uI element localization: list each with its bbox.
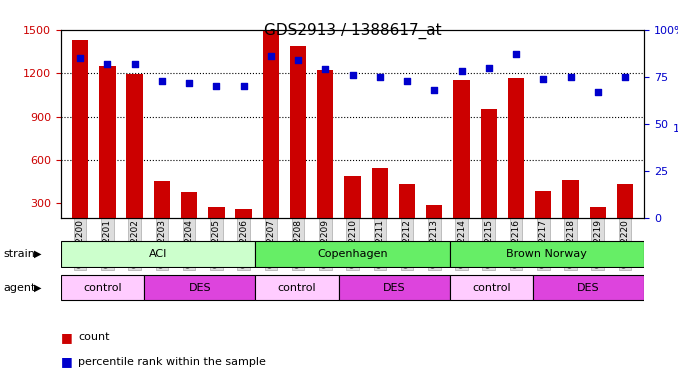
Bar — [262, 32, 279, 217]
Point — [75, 55, 85, 61]
Text: ACI: ACI — [149, 249, 167, 259]
Point — [511, 51, 521, 57]
Bar — [181, 192, 197, 217]
Point — [320, 66, 331, 72]
FancyBboxPatch shape — [144, 275, 256, 300]
Text: control: control — [472, 283, 511, 293]
FancyBboxPatch shape — [61, 275, 144, 300]
FancyBboxPatch shape — [256, 242, 450, 267]
Text: percentile rank within the sample: percentile rank within the sample — [78, 357, 266, 367]
Bar — [590, 207, 606, 218]
Point — [620, 74, 631, 80]
Point — [565, 74, 576, 80]
Text: ■: ■ — [61, 331, 73, 344]
Text: ▶: ▶ — [33, 249, 41, 259]
Bar — [399, 184, 415, 218]
Point — [347, 72, 358, 78]
Point — [238, 83, 249, 89]
Bar — [454, 81, 470, 218]
Text: count: count — [78, 333, 109, 342]
Text: DES: DES — [577, 283, 600, 293]
Point — [456, 68, 467, 74]
FancyBboxPatch shape — [61, 242, 256, 267]
Point — [593, 89, 603, 95]
FancyBboxPatch shape — [450, 275, 533, 300]
Text: ▶: ▶ — [33, 283, 41, 293]
Text: Copenhagen: Copenhagen — [317, 249, 388, 259]
Bar — [317, 70, 334, 217]
Point — [102, 61, 113, 67]
Text: DES: DES — [383, 283, 405, 293]
Point — [401, 78, 412, 84]
Text: Brown Norway: Brown Norway — [506, 249, 587, 259]
Text: DES: DES — [188, 283, 211, 293]
Point — [374, 74, 385, 80]
Text: strain: strain — [3, 249, 35, 259]
Bar — [154, 182, 170, 218]
Point — [129, 61, 140, 67]
FancyBboxPatch shape — [450, 242, 644, 267]
Bar — [126, 74, 143, 217]
Point — [293, 57, 304, 63]
Bar — [562, 180, 579, 218]
Bar — [535, 191, 551, 217]
Bar — [508, 78, 524, 218]
Bar — [99, 66, 115, 218]
Point — [157, 78, 167, 84]
Point — [429, 87, 440, 93]
Text: control: control — [278, 283, 317, 293]
Bar — [208, 207, 224, 218]
Bar — [344, 176, 361, 217]
Bar — [372, 168, 388, 217]
Bar — [290, 46, 306, 218]
FancyBboxPatch shape — [256, 275, 339, 300]
Point — [483, 64, 494, 70]
Bar — [426, 204, 443, 218]
Text: ■: ■ — [61, 356, 73, 368]
Bar — [72, 40, 88, 218]
Bar — [235, 209, 252, 218]
Bar — [617, 184, 633, 218]
Point — [184, 80, 195, 86]
Point — [265, 53, 276, 59]
Text: GDS2913 / 1388617_at: GDS2913 / 1388617_at — [264, 22, 441, 39]
Bar — [481, 110, 497, 218]
Y-axis label: 100%: 100% — [673, 124, 678, 134]
Text: control: control — [83, 283, 122, 293]
Text: agent: agent — [3, 283, 36, 293]
Point — [538, 76, 549, 82]
FancyBboxPatch shape — [339, 275, 450, 300]
FancyBboxPatch shape — [533, 275, 644, 300]
Point — [211, 83, 222, 89]
